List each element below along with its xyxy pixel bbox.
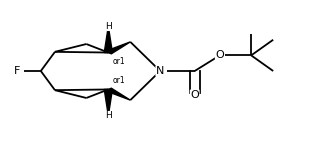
Text: H: H (105, 111, 112, 120)
Text: O: O (215, 50, 224, 60)
Polygon shape (105, 42, 130, 54)
Polygon shape (105, 88, 130, 100)
Polygon shape (104, 26, 112, 53)
Text: O: O (190, 90, 199, 100)
Text: N: N (156, 66, 164, 76)
Text: F: F (14, 66, 20, 76)
Text: or1: or1 (112, 57, 125, 66)
Polygon shape (104, 89, 112, 116)
Text: H: H (105, 22, 112, 31)
Text: or1: or1 (112, 76, 125, 85)
